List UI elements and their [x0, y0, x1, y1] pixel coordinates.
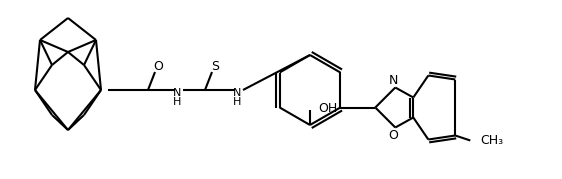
Text: CH₃: CH₃ — [481, 134, 504, 147]
Text: OH: OH — [318, 101, 337, 115]
Text: N: N — [389, 74, 398, 87]
Text: H: H — [173, 97, 181, 107]
Text: H: H — [233, 97, 241, 107]
Text: S: S — [211, 59, 219, 72]
Text: N: N — [233, 88, 241, 98]
Text: O: O — [388, 129, 398, 142]
Text: O: O — [153, 59, 163, 72]
Text: N: N — [173, 88, 181, 98]
